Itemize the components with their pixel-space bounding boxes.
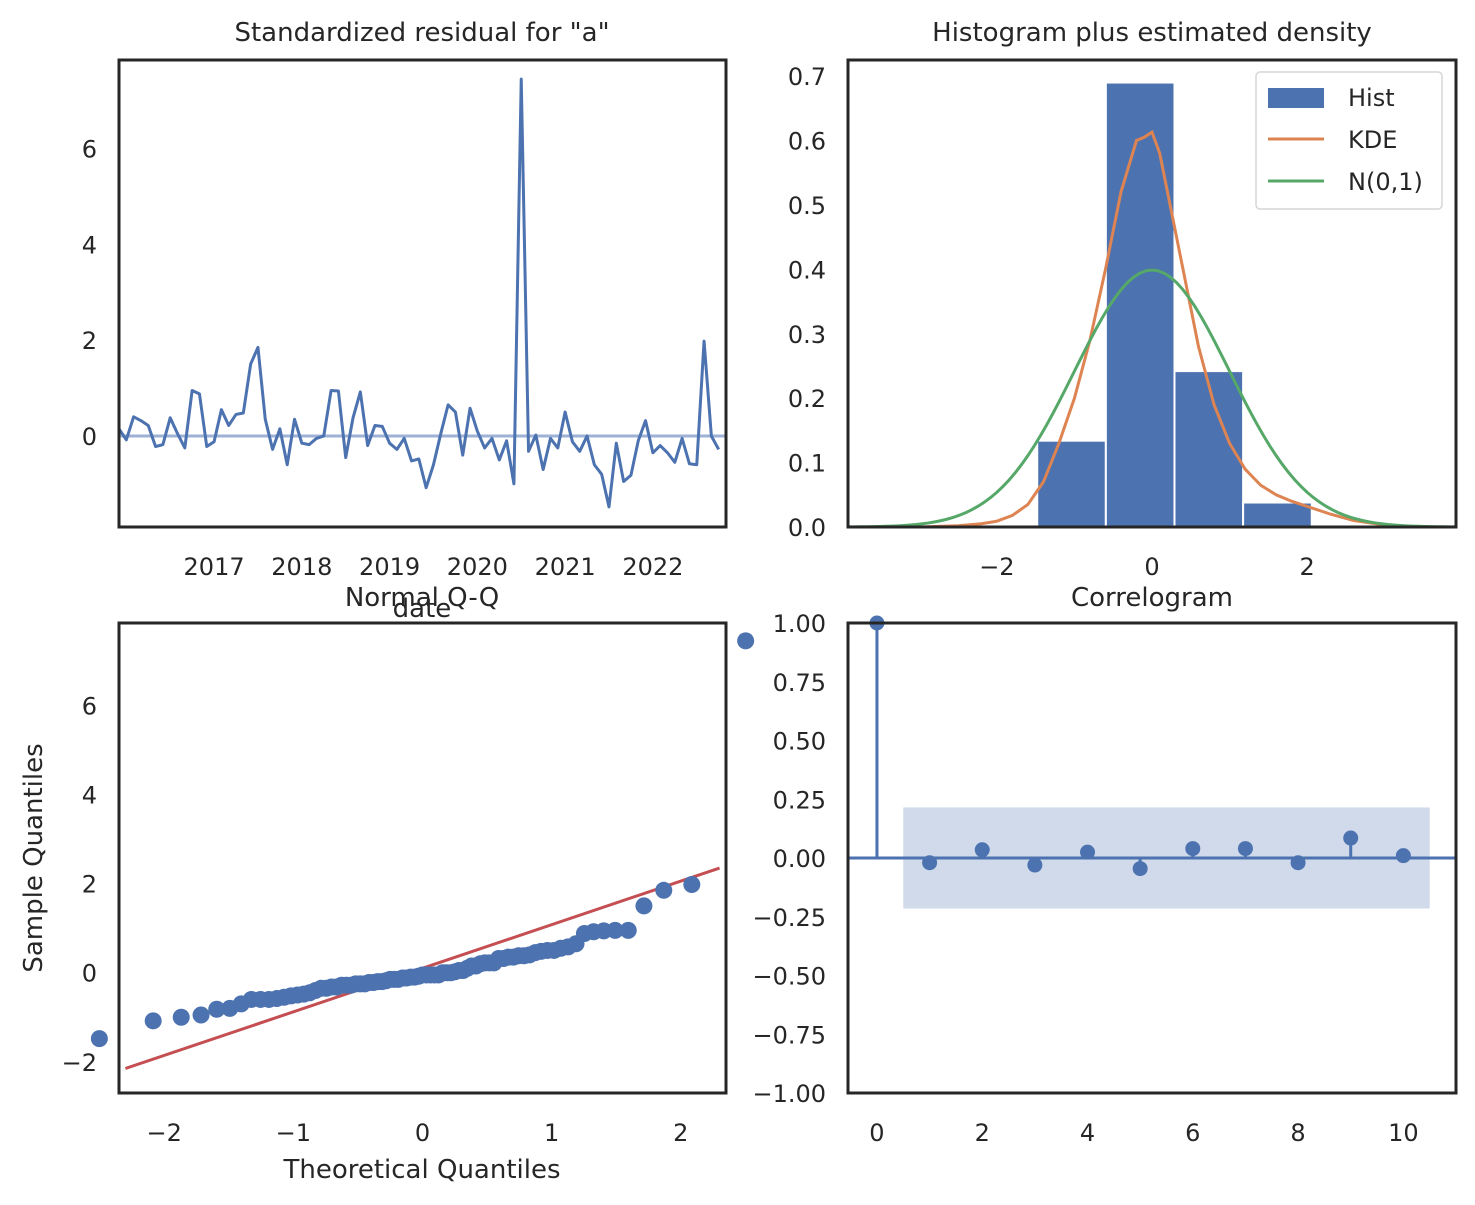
correlogram-ytick-label: 1.00	[773, 610, 826, 638]
residual-xtick-label: 2019	[359, 553, 420, 581]
qq-point	[144, 1012, 162, 1030]
correlogram-ytick-label: −0.25	[752, 904, 826, 932]
qq-ytick-label: 6	[82, 692, 97, 720]
residual-xtick-label: 2021	[535, 553, 596, 581]
qq-xtick-label: −2	[147, 1119, 182, 1147]
residual-xtick-label: 2020	[447, 553, 508, 581]
legend-normal-label: N(0,1)	[1348, 168, 1423, 196]
acf-point	[1395, 848, 1411, 864]
histogram-ytick-label: 0.6	[788, 128, 826, 156]
legend-hist-swatch	[1268, 88, 1324, 108]
acf-point	[1290, 855, 1306, 871]
histogram-ytick-label: 0.0	[788, 514, 826, 542]
qq-plot-frame	[117, 621, 728, 1095]
acf-point	[1027, 857, 1043, 873]
acf-point	[922, 855, 938, 871]
qq-point	[208, 1000, 226, 1018]
correlogram-panel: 0 2 4 6 8 10 −1.00 −0.75 −0.50 −0.25 0.00 0.25 0.50 0…	[752, 583, 1458, 1147]
residual-panel: 2017 2018 2019 2020 2021 2022 0 2 4 6 Standardize…	[82, 18, 728, 624]
qq-ytick-label: 0	[82, 960, 97, 988]
qq-xtick-label: 0	[415, 1119, 430, 1147]
correlogram-ytick-label: −0.50	[752, 963, 826, 991]
histogram-bar	[1242, 501, 1313, 529]
histogram-ytick-label: 0.4	[788, 256, 826, 284]
qq-xtick-label: 1	[544, 1119, 559, 1147]
histogram-ytick-label: 0.2	[788, 385, 826, 413]
qq-xtick-label: 2	[673, 1119, 688, 1147]
residual-plot-frame	[117, 58, 728, 529]
qq-ytick-label: 2	[82, 871, 97, 899]
histogram-xtick-label: 0	[1144, 553, 1159, 581]
acf-point	[1132, 861, 1148, 877]
correlogram-xtick-label: 0	[869, 1119, 884, 1147]
legend-hist-label: Hist	[1348, 84, 1395, 112]
qq-point	[192, 1006, 210, 1024]
qq-ytick-label: 4	[82, 782, 97, 810]
qq-point	[635, 897, 653, 915]
qq-point	[606, 921, 624, 939]
qq-point	[172, 1008, 190, 1026]
histogram-legend: Hist KDE N(0,1)	[1255, 71, 1443, 210]
correlogram-title: Correlogram	[1071, 583, 1233, 613]
correlogram-ytick-label: 0.00	[773, 845, 826, 873]
histogram-ytick-label: 0.1	[788, 450, 826, 478]
histogram-plot-frame	[846, 58, 1458, 529]
legend-kde-label: KDE	[1348, 126, 1397, 154]
qq-title: Normal Q-Q	[345, 583, 499, 613]
qq-x-label: Theoretical Quantiles	[282, 1155, 560, 1185]
histogram-xtick-label: 2	[1299, 553, 1314, 581]
correlogram-plot-frame	[846, 621, 1458, 1095]
residual-title: Standardized residual for "a"	[234, 18, 609, 48]
qq-point	[90, 1030, 108, 1048]
kde-line	[849, 129, 1455, 529]
acf-point	[1185, 841, 1201, 857]
acf-point	[1080, 844, 1096, 860]
acf-point	[974, 842, 990, 858]
residual-series-line	[117, 77, 721, 509]
correlogram-ytick-label: −1.00	[752, 1080, 826, 1108]
residual-x-label: date	[393, 594, 452, 624]
normal-pdf-line	[847, 268, 1457, 529]
residual-xtick-label: 2022	[622, 553, 683, 581]
qq-xtick-label: −1	[276, 1119, 311, 1147]
residual-ytick-label: 6	[82, 136, 97, 164]
residual-xtick-label: 2018	[271, 553, 332, 581]
correlogram-xtick-label: 8	[1290, 1119, 1305, 1147]
qq-point	[619, 921, 637, 939]
histogram-panel: −2 0 2 0.0 0.1 0.2 0.3 0.4 0.5 0.6 0.7 Histogram p…	[788, 18, 1458, 581]
correlogram-xtick-label: 4	[1080, 1119, 1095, 1147]
histogram-ytick-label: 0.3	[788, 321, 826, 349]
histogram-bar	[1104, 81, 1176, 528]
residual-ytick-label: 2	[82, 327, 97, 355]
residual-ytick-label: 0	[82, 423, 97, 451]
qq-point	[683, 876, 701, 894]
correlogram-ytick-label: 0.75	[773, 669, 826, 697]
qq-panel: −2 −1 0 1 2 −2 0 2 4 6 Normal Q-Q Theoretical Qua…	[19, 583, 755, 1185]
histogram-ytick-label: 0.5	[788, 192, 826, 220]
acf-point	[1237, 841, 1253, 857]
correlogram-ytick-label: 0.25	[773, 786, 826, 814]
residual-xtick-label: 2017	[184, 553, 245, 581]
correlogram-xtick-label: 6	[1185, 1119, 1200, 1147]
correlogram-xtick-label: 10	[1388, 1119, 1419, 1147]
qq-ytick-label: −2	[62, 1049, 97, 1077]
histogram-ytick-label: 0.7	[788, 63, 826, 91]
residual-ytick-label: 4	[82, 231, 97, 259]
histogram-title: Histogram plus estimated density	[932, 18, 1372, 48]
qq-point	[655, 881, 673, 899]
correlogram-ytick-label: 0.50	[773, 728, 826, 756]
correlogram-ytick-label: −0.75	[752, 1021, 826, 1049]
correlogram-xtick-label: 2	[975, 1119, 990, 1147]
qq-point	[737, 632, 755, 650]
qq-y-label: Sample Quantiles	[19, 743, 49, 972]
histogram-xtick-label: −2	[979, 553, 1014, 581]
histogram-bar	[1036, 439, 1107, 528]
acf-point	[1343, 830, 1359, 846]
